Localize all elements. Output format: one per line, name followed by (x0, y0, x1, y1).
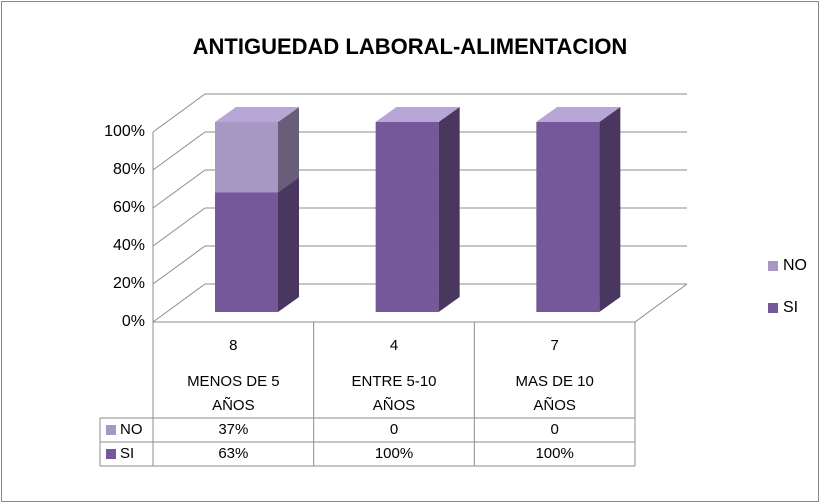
table-value: 63% (218, 445, 248, 462)
category-count: 4 (390, 337, 398, 354)
chart-title: ANTIGUEDAD LABORAL-ALIMENTACION (193, 34, 628, 59)
grid-line (152, 283, 206, 323)
bar-top (536, 107, 621, 122)
table-series-name: NO (120, 421, 143, 438)
grid-line (152, 207, 206, 247)
category-label: ENTRE 5-10 AÑOS (351, 373, 437, 414)
table-value: 100% (375, 445, 413, 462)
bar-front (215, 122, 278, 193)
grid-line (152, 169, 206, 209)
category-count: 8 (229, 337, 237, 354)
table-series-name: SI (120, 445, 134, 462)
bar-front (215, 192, 278, 312)
legend-key (768, 303, 778, 313)
y-tick-label: 0% (122, 313, 145, 330)
bar-side (438, 107, 460, 312)
category-label: MAS DE 10 AÑOS (515, 373, 594, 414)
bar-top (375, 107, 460, 122)
grid-line (152, 93, 206, 133)
category-label: MENOS DE 5 AÑOS (187, 373, 280, 414)
legend-label: SI (783, 299, 798, 316)
bar-side (278, 107, 299, 193)
y-tick-label: 80% (113, 161, 145, 178)
legend-key (768, 261, 778, 271)
table-value: 0 (390, 421, 398, 438)
floor-right-edge (634, 283, 688, 323)
bar-top (215, 107, 299, 122)
bar-side (599, 107, 621, 312)
bar-side (278, 177, 299, 312)
y-tick-label: 40% (113, 237, 145, 254)
table-legend-key (106, 449, 116, 459)
legend-label: NO (783, 257, 807, 274)
grid-line (152, 245, 206, 285)
y-tick-label: 60% (113, 199, 145, 216)
bar-front (375, 122, 439, 312)
y-tick-label: 100% (104, 123, 145, 140)
bar-front (536, 122, 600, 312)
table-value: 37% (218, 421, 248, 438)
table-value: 100% (535, 445, 573, 462)
y-tick-label: 20% (113, 275, 145, 292)
table-value: 0 (550, 421, 558, 438)
category-count: 7 (550, 337, 558, 354)
grid-line (152, 131, 206, 171)
table-legend-key (106, 425, 116, 435)
